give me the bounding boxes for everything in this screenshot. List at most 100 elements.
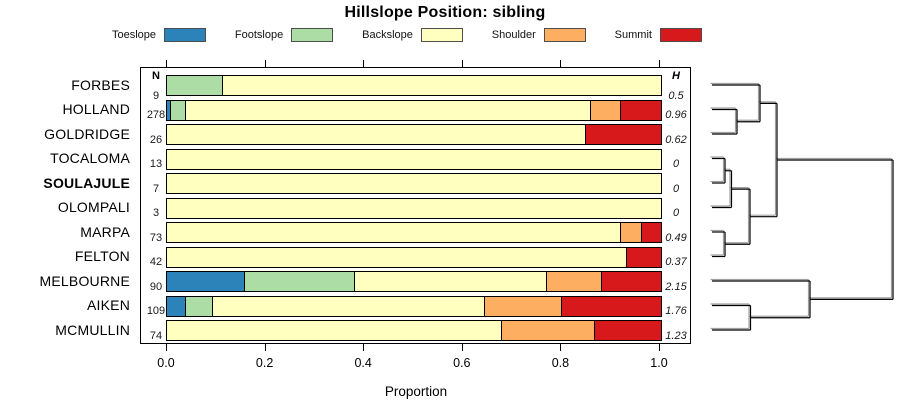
x-axis-tick-label: 0.2	[255, 356, 274, 370]
bar-segment	[600, 272, 661, 291]
bar-segment	[185, 296, 213, 316]
legend-swatch	[420, 28, 463, 42]
legend-item: Toeslope	[112, 28, 207, 42]
n-value: 109	[146, 305, 166, 317]
h-value: 0	[672, 158, 680, 170]
legend-item: Shoulder	[492, 28, 586, 42]
x-axis-tick-label: 0.6	[453, 356, 471, 370]
n-value: 74	[149, 329, 163, 342]
bar-segment	[167, 272, 245, 291]
legend-label: Toeslope	[112, 29, 157, 41]
bar-segment	[244, 272, 354, 291]
bar-segment	[594, 321, 661, 340]
bar-segment	[500, 321, 595, 340]
x-axis-tick	[166, 344, 167, 351]
x-axis-tick	[461, 344, 463, 351]
row-label: MELBOURNE	[39, 272, 130, 289]
n-column-header: N	[152, 70, 160, 82]
n-value: 42	[149, 256, 163, 268]
stacked-bar	[166, 75, 662, 96]
chart-title: Hillslope Position: sibling	[344, 4, 546, 21]
x-axis-top-tick	[659, 60, 660, 67]
x-axis-top-tick	[560, 60, 562, 67]
row-label: MARPA	[80, 223, 130, 240]
row-label: SOULAJULE	[43, 174, 130, 191]
bar-segment	[620, 223, 641, 242]
bar-segment	[561, 296, 661, 316]
bar-segment	[640, 223, 661, 242]
x-axis-tick	[363, 344, 365, 351]
legend-item: Summit	[615, 28, 702, 42]
stacked-bar	[166, 295, 662, 317]
bar-segment	[167, 321, 501, 340]
h-value: 0.96	[665, 109, 687, 121]
legend-swatch	[543, 28, 586, 42]
bar-segment	[167, 100, 171, 120]
bar-segment	[545, 272, 601, 291]
legend-swatch	[291, 28, 334, 42]
stacked-bar	[166, 246, 662, 268]
h-value: 0	[672, 207, 680, 219]
n-value: 3	[152, 207, 160, 219]
h-value: 0	[672, 182, 680, 195]
x-axis-tick-label: 0.4	[354, 356, 372, 370]
stacked-bar	[166, 197, 662, 219]
bar-segment	[167, 296, 186, 316]
legend-label: Footslope	[234, 29, 284, 41]
x-axis-top-tick	[166, 60, 167, 67]
x-axis-title: Proportion	[384, 384, 448, 399]
plot-panel: N H 9 0.5 278 0.96 26 0.62 13 0 7 0 3 0 73 0.49 42 0.37…	[140, 67, 691, 344]
h-value: 2.15	[665, 280, 687, 293]
legend-label: Summit	[614, 29, 652, 41]
x-axis-top-tick	[363, 60, 365, 67]
h-value: 0.49	[665, 231, 687, 244]
h-value: 0.62	[665, 133, 687, 146]
row-label: AIKEN	[86, 297, 130, 313]
bar-segment	[167, 149, 661, 169]
bar-segment	[167, 125, 585, 144]
bar-segment	[167, 174, 661, 193]
h-value: 0.5	[668, 89, 684, 102]
legend-label: Backslope	[362, 29, 413, 41]
h-value: 0.37	[665, 256, 687, 268]
stacked-bar	[166, 320, 662, 341]
legend-label: Shoulder	[491, 29, 536, 41]
x-axis-tick-label: 0.8	[551, 356, 570, 370]
row-label: HOLLAND	[62, 101, 130, 117]
h-value: 1.23	[665, 329, 687, 342]
stacked-bar	[166, 99, 662, 121]
stacked-bar	[166, 124, 662, 145]
legend-item: Footslope	[234, 28, 334, 42]
stacked-bar	[166, 271, 662, 292]
legend-item: Backslope	[362, 28, 463, 42]
x-axis-tick	[264, 344, 266, 351]
x-axis-tick	[659, 344, 660, 351]
h-column-header: H	[672, 70, 680, 82]
n-value: 73	[149, 231, 163, 244]
bar-segment	[167, 247, 626, 267]
x-axis-tick-label: 0.0	[157, 356, 175, 370]
n-value: 9	[152, 89, 160, 102]
bar-segment	[619, 100, 661, 120]
row-label: FORBES	[71, 76, 130, 93]
row-label: TOCALOMA	[50, 150, 130, 166]
n-value: 90	[149, 280, 163, 293]
stacked-bar	[166, 222, 662, 243]
n-value: 278	[146, 109, 166, 121]
n-value: 26	[149, 133, 163, 146]
bar-segment	[167, 198, 661, 218]
row-label: FELTON	[74, 248, 130, 264]
bar-segment	[170, 100, 185, 120]
bar-segment	[221, 76, 661, 95]
row-label: OLOMPALI	[57, 199, 130, 215]
bar-segment	[353, 272, 546, 291]
legend: Toeslope Footslope Backslope Shoulder Summit	[112, 26, 702, 44]
x-axis-tick	[560, 344, 562, 351]
bar-segment	[589, 100, 620, 120]
x-axis-tick-label: 1.0	[650, 356, 668, 370]
bar-segment	[167, 76, 222, 95]
bar-segment	[584, 125, 661, 144]
bar-segment	[212, 296, 485, 316]
bar-segment	[484, 296, 562, 316]
